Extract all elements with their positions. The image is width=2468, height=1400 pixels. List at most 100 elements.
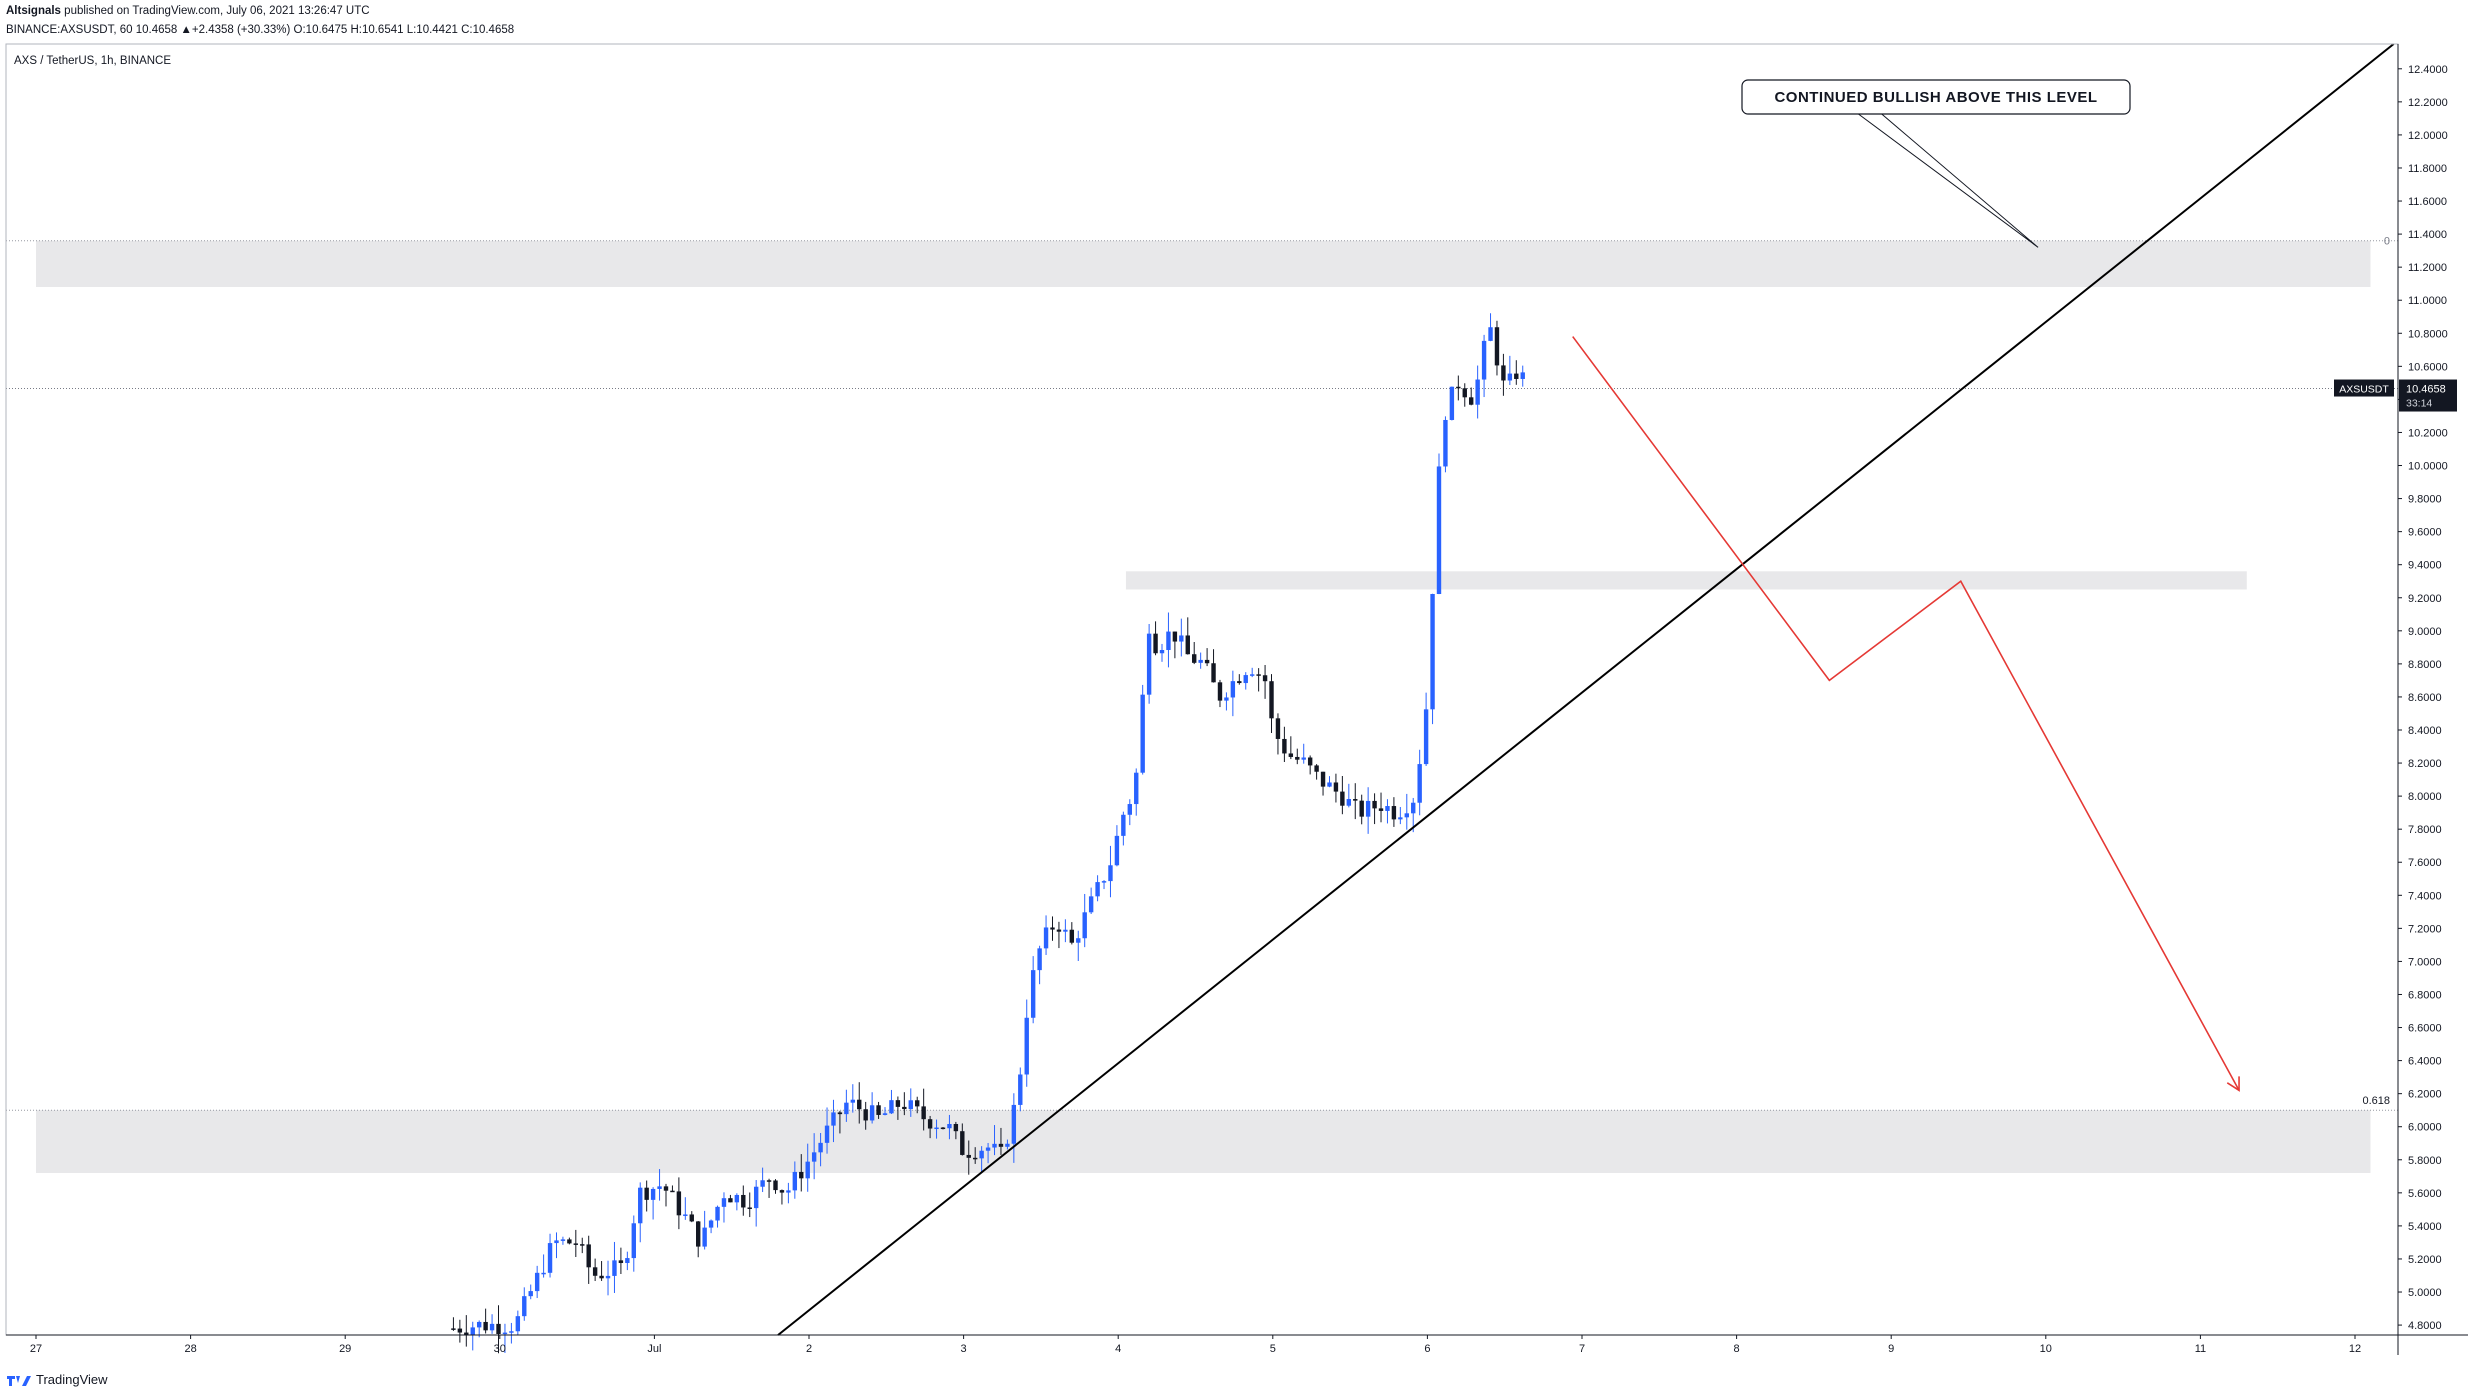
callout-box[interactable] (1741, 79, 2131, 115)
candle-up (818, 1142, 823, 1153)
candle-up (734, 1194, 740, 1203)
y-tick-label: 10.6000 (2408, 361, 2448, 373)
candle-down (953, 1123, 959, 1132)
y-tick-label: 6.6000 (2408, 1023, 2442, 1035)
fib-levels (6, 240, 2398, 1111)
candle-up (1024, 1017, 1029, 1075)
candle-up (979, 1150, 984, 1159)
candle-up (1146, 633, 1152, 695)
candle-down (592, 1267, 598, 1276)
projection-path[interactable] (1572, 336, 2240, 1091)
y-tick-label: 6.2000 (2408, 1089, 2442, 1101)
candle-down (1469, 397, 1474, 405)
candle-down (580, 1244, 585, 1246)
candle-up (522, 1296, 527, 1317)
candle-down (670, 1190, 675, 1193)
candle-down (779, 1190, 785, 1193)
candle-up (554, 1240, 559, 1244)
candle-down (972, 1157, 978, 1160)
candle-down (1514, 373, 1519, 379)
candle-up (850, 1099, 856, 1103)
candle-down (1320, 771, 1326, 787)
candle-down (1237, 681, 1242, 684)
y-tick-label: 5.6000 (2408, 1188, 2442, 1200)
y-tick-label: 7.0000 (2408, 956, 2442, 968)
candle-down (567, 1239, 572, 1244)
candle-up (824, 1125, 830, 1143)
candle-down (457, 1328, 463, 1333)
candle-down (1256, 674, 1261, 676)
candle-up (509, 1331, 514, 1333)
candle-down (1391, 806, 1397, 820)
candle-up (560, 1239, 566, 1241)
y-tick-label: 8.2000 (2408, 758, 2442, 770)
y-tick-label: 8.8000 (2408, 659, 2442, 671)
y-tick-label: 7.8000 (2408, 824, 2442, 836)
x-tick-label: 7 (1579, 1343, 1585, 1355)
candle-up (1030, 970, 1036, 1018)
candle-down (1307, 757, 1313, 766)
candle-up (1018, 1074, 1023, 1105)
y-tick-label: 5.2000 (2408, 1254, 2442, 1266)
y-tick-label: 10.8000 (2408, 328, 2448, 340)
x-tick-label: 6 (1424, 1343, 1430, 1355)
candle-up (1063, 929, 1068, 932)
ascending-trendline[interactable] (777, 43, 2395, 1336)
zone-3 (36, 1110, 2371, 1174)
chart-header: Altsignals published on TradingView.com,… (6, 2, 514, 40)
y-tick-label: 7.2000 (2408, 923, 2442, 935)
candle-up (1043, 927, 1049, 949)
candle-up (1121, 814, 1126, 836)
candle-down (998, 1143, 1004, 1147)
candle-down (1050, 927, 1055, 930)
candle-up (1101, 881, 1107, 883)
y-tick-label: 12.4000 (2408, 64, 2448, 76)
candle-up (638, 1187, 643, 1224)
y-tick-label: 11.8000 (2408, 163, 2447, 175)
candle-up (1365, 800, 1371, 817)
candle-down (483, 1321, 488, 1331)
candle-up (1082, 912, 1087, 939)
candle-up (1507, 373, 1513, 381)
candle-up (786, 1190, 791, 1193)
x-tick-label: 30 (494, 1343, 506, 1355)
fib-label-top: 0 (2384, 236, 2390, 248)
y-tick-label: 9.6000 (2408, 527, 2442, 539)
candle-up (1076, 938, 1081, 943)
projection-arrow-head (2226, 1076, 2240, 1092)
x-tick-label: 29 (339, 1343, 351, 1355)
candle-up (547, 1243, 553, 1273)
y-tick-label: 10.0000 (2408, 461, 2448, 473)
candle-up (831, 1112, 836, 1126)
y-tick-label: 11.0000 (2408, 295, 2447, 307)
symbol-tag-box (2334, 379, 2394, 397)
candle-up (1475, 379, 1480, 405)
y-tick-label: 6.4000 (2408, 1056, 2442, 1068)
y-tick-label: 5.8000 (2408, 1155, 2442, 1167)
y-tick-label: 9.0000 (2408, 626, 2442, 638)
candle-up (1411, 802, 1416, 814)
ohlc-line: BINANCE:AXSUSDT, 60 10.4658 ▲+2.4358 (+3… (6, 24, 515, 36)
candle-down (799, 1171, 804, 1179)
candle-down (663, 1186, 669, 1191)
candle-up (1520, 372, 1525, 379)
candle-down (766, 1180, 772, 1182)
candle-down (689, 1214, 694, 1222)
candle-down (863, 1109, 868, 1121)
candle-up (1088, 896, 1094, 913)
price-tag-countdown: 33:14 (2406, 398, 2432, 410)
tradingview-footer[interactable]: TradingView (6, 1372, 108, 1387)
candle-down (921, 1106, 926, 1120)
published-info: published on TradingView.com, July 06, 2… (64, 5, 370, 17)
candle-up (502, 1332, 508, 1335)
candle-down (696, 1221, 701, 1247)
x-tick-label: 5 (1270, 1343, 1276, 1355)
candle-down (1211, 663, 1216, 683)
candle-down (1333, 782, 1339, 792)
y-tick-label: 9.8000 (2408, 494, 2442, 506)
candle-down (573, 1243, 579, 1245)
y-tick-label: 7.6000 (2408, 857, 2442, 869)
candle-down (676, 1191, 682, 1216)
candle-up (1398, 817, 1403, 820)
